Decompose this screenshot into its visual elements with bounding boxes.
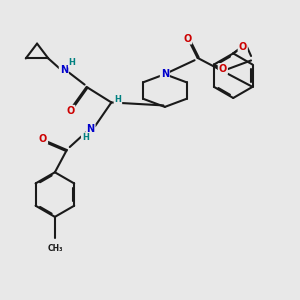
Text: H: H [115,95,121,104]
Text: CH₃: CH₃ [47,244,63,253]
Text: O: O [39,134,47,144]
Text: O: O [238,42,247,52]
Text: N: N [86,124,94,134]
Text: N: N [60,65,68,75]
Text: H: H [69,58,76,67]
Text: N: N [161,69,169,79]
Text: H: H [82,133,88,142]
Text: O: O [183,34,191,44]
Text: O: O [66,106,74,116]
Text: O: O [219,64,227,74]
